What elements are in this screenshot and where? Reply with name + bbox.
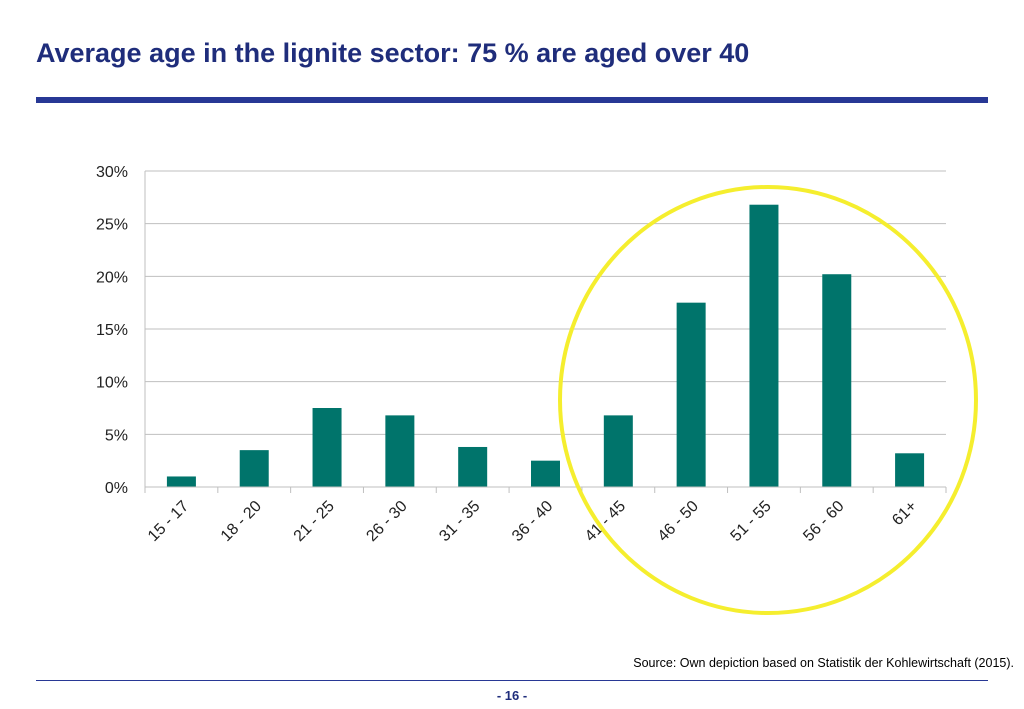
- source-note: Source: Own depiction based on Statistik…: [633, 656, 1014, 670]
- bars: [166, 204, 925, 487]
- y-tick-label: 5%: [105, 427, 128, 444]
- x-tick-label: 15 - 17: [145, 498, 192, 545]
- bar-7: [603, 415, 633, 487]
- bar-5: [458, 446, 488, 487]
- x-axis-tick-labels: 15 - 17 18 - 20 21 - 25 26 - 30 31 - 35 36 - …: [144, 486, 947, 545]
- slide-title: Average age in the lignite sector: 75 % …: [36, 38, 750, 68]
- footer-rule: [36, 680, 988, 681]
- page-number: - 16 -: [496, 688, 528, 703]
- x-tick-label: 51 - 55: [728, 498, 775, 545]
- highlight-annotation: [558, 185, 978, 615]
- x-tick-label: 46 - 50: [655, 498, 702, 545]
- highlight-circle: [558, 185, 978, 615]
- bar-8: [676, 302, 706, 487]
- y-axis-tick-labels: 0% 5% 10% 15% 20% 25% 30%: [96, 164, 128, 497]
- bar-9: [749, 204, 779, 487]
- bar-1: [166, 476, 196, 487]
- x-tick-label: 18 - 20: [218, 498, 265, 545]
- x-tick-label: 31 - 35: [436, 498, 483, 545]
- bar-11: [895, 453, 925, 487]
- x-tick-label: 56 - 60: [800, 498, 847, 545]
- bar-6: [531, 460, 560, 487]
- y-tick-label: 15%: [96, 322, 128, 339]
- x-tick-label: 61+: [889, 498, 920, 529]
- bar-3: [312, 408, 342, 487]
- bar-10: [822, 274, 852, 487]
- y-tick-label: 20%: [96, 269, 128, 286]
- bar-chart: 0% 5% 10% 15% 20% 25% 30% 15 - 17 18 - 20 21 - 2…: [96, 164, 978, 615]
- y-tick-label: 30%: [96, 164, 128, 181]
- y-tick-label: 25%: [96, 217, 128, 234]
- bar-4: [385, 415, 415, 487]
- y-tick-label: 10%: [96, 375, 128, 392]
- y-tick-label: 0%: [105, 480, 128, 497]
- x-tick-label: 21 - 25: [291, 498, 338, 545]
- x-tick-label: 36 - 40: [509, 498, 556, 545]
- x-tick-label: 26 - 30: [363, 498, 410, 545]
- title-underline: [36, 97, 988, 103]
- bar-2: [239, 450, 269, 487]
